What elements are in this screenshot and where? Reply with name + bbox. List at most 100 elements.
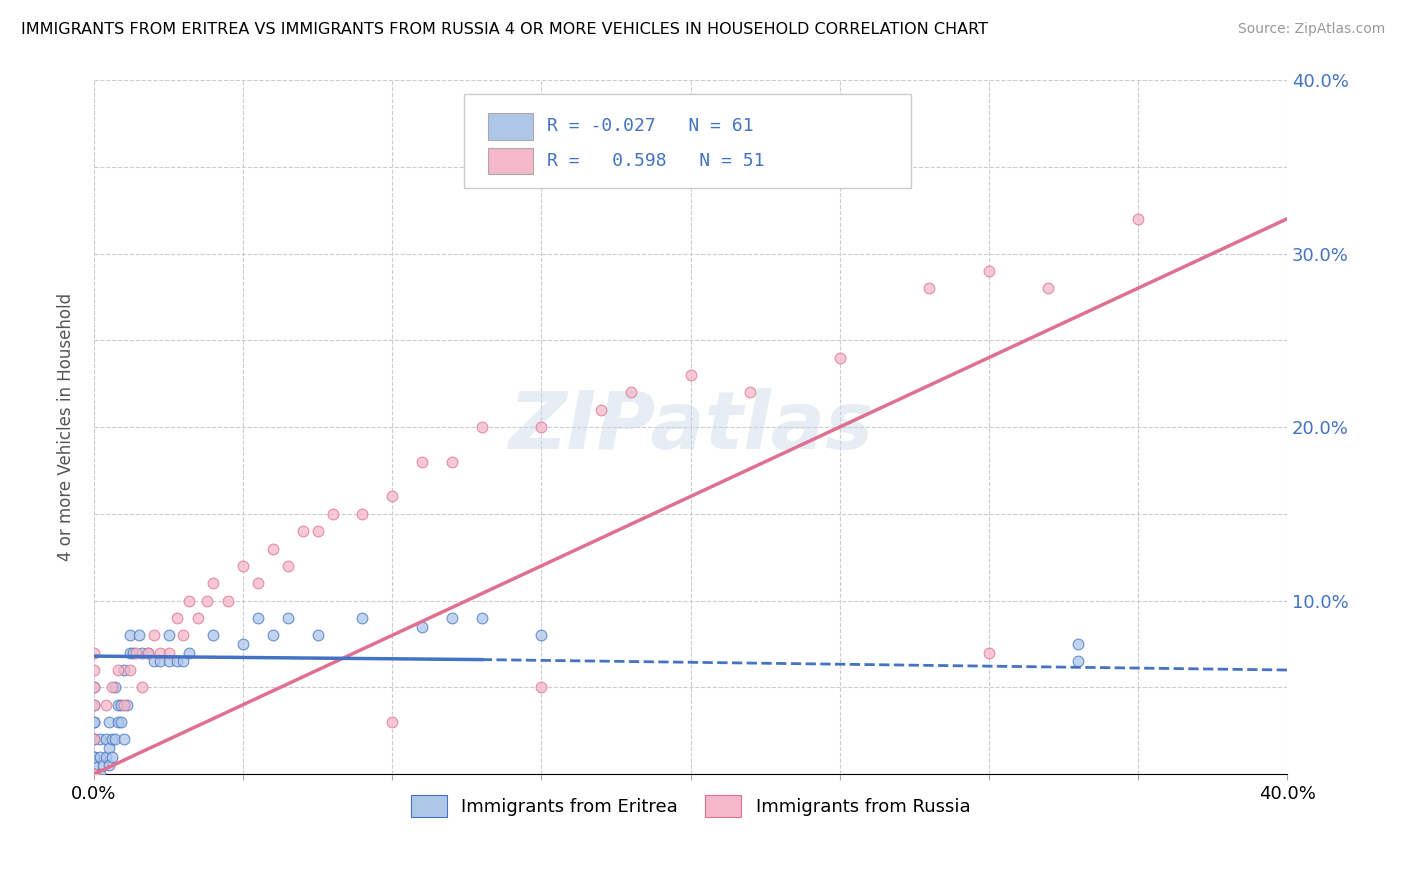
Point — [322, 507, 344, 521]
Point — [411, 619, 433, 633]
Point — [101, 681, 124, 695]
Text: ZIPatlas: ZIPatlas — [508, 388, 873, 466]
Point — [740, 385, 762, 400]
Point — [411, 455, 433, 469]
Point — [262, 628, 284, 642]
Legend: Immigrants from Eritrea, Immigrants from Russia: Immigrants from Eritrea, Immigrants from… — [404, 788, 977, 824]
Point — [83, 767, 105, 781]
Point — [262, 541, 284, 556]
Point — [107, 698, 129, 712]
Point — [352, 611, 374, 625]
Point — [83, 732, 105, 747]
Point — [232, 558, 254, 573]
Point — [246, 576, 269, 591]
Point — [381, 714, 404, 729]
Point — [828, 351, 851, 365]
Point — [157, 646, 180, 660]
Text: Source: ZipAtlas.com: Source: ZipAtlas.com — [1237, 22, 1385, 37]
Point — [179, 646, 201, 660]
Point — [589, 402, 612, 417]
Point — [179, 593, 201, 607]
Point — [83, 714, 105, 729]
Point — [128, 628, 150, 642]
FancyBboxPatch shape — [488, 113, 533, 140]
Point — [166, 654, 188, 668]
Point — [97, 758, 120, 772]
Point — [172, 628, 194, 642]
Point — [112, 732, 135, 747]
Point — [157, 654, 180, 668]
Point — [307, 524, 329, 538]
Point — [172, 654, 194, 668]
Point — [187, 611, 209, 625]
Point — [131, 681, 153, 695]
Point — [217, 593, 239, 607]
Point — [131, 646, 153, 660]
Point — [307, 628, 329, 642]
Point — [136, 646, 159, 660]
Point — [118, 628, 141, 642]
Point — [83, 767, 105, 781]
Point — [1126, 211, 1149, 226]
Point — [83, 646, 105, 660]
Point — [232, 637, 254, 651]
Point — [112, 698, 135, 712]
Point — [83, 749, 105, 764]
Point — [166, 611, 188, 625]
Point — [94, 732, 117, 747]
Point — [246, 611, 269, 625]
Point — [202, 576, 225, 591]
Point — [83, 732, 105, 747]
Point — [125, 646, 148, 660]
Point — [977, 264, 1000, 278]
Point — [83, 663, 105, 677]
Point — [1038, 281, 1060, 295]
Point — [89, 749, 111, 764]
Point — [530, 628, 553, 642]
Point — [115, 698, 138, 712]
Point — [89, 767, 111, 781]
Point — [679, 368, 702, 382]
Point — [83, 767, 105, 781]
Point — [277, 611, 299, 625]
Point — [471, 420, 494, 434]
Point — [530, 681, 553, 695]
Point — [91, 758, 114, 772]
Point — [107, 663, 129, 677]
Point — [83, 767, 105, 781]
Point — [277, 558, 299, 573]
Point — [83, 767, 105, 781]
Text: R = -0.027   N = 61: R = -0.027 N = 61 — [547, 118, 754, 136]
Point — [620, 385, 643, 400]
Point — [530, 420, 553, 434]
Point — [94, 698, 117, 712]
Point — [1067, 654, 1090, 668]
Text: IMMIGRANTS FROM ERITREA VS IMMIGRANTS FROM RUSSIA 4 OR MORE VEHICLES IN HOUSEHOL: IMMIGRANTS FROM ERITREA VS IMMIGRANTS FR… — [21, 22, 988, 37]
Point — [97, 741, 120, 756]
Point — [142, 654, 165, 668]
Point — [83, 698, 105, 712]
Point — [83, 681, 105, 695]
Point — [101, 749, 124, 764]
Point — [83, 714, 105, 729]
Point — [471, 611, 494, 625]
Point — [110, 714, 132, 729]
Point — [136, 646, 159, 660]
Point — [83, 767, 105, 781]
Point — [195, 593, 218, 607]
Point — [291, 524, 314, 538]
Point — [352, 507, 374, 521]
Point — [148, 654, 170, 668]
Point — [83, 698, 105, 712]
Point — [104, 681, 127, 695]
Point — [94, 749, 117, 764]
Point — [202, 628, 225, 642]
Point — [101, 732, 124, 747]
Point — [977, 646, 1000, 660]
Point — [110, 698, 132, 712]
Point — [83, 681, 105, 695]
Point — [1067, 637, 1090, 651]
Point — [148, 646, 170, 660]
Point — [440, 611, 463, 625]
Point — [112, 663, 135, 677]
